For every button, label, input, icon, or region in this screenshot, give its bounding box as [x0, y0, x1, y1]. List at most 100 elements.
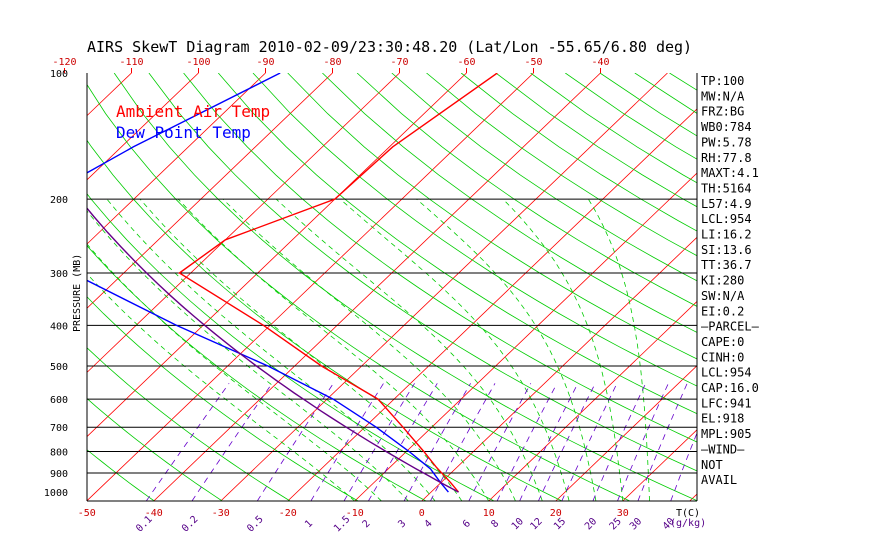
moist-adiabat-line: [106, 198, 436, 501]
mixing-ratio-line: [191, 383, 273, 501]
dry-adiabat-line: [87, 245, 427, 501]
stability-index-item: CAPE:0: [701, 335, 744, 349]
mixing-ratio-line: [617, 383, 669, 501]
mixing-ratio-line: [145, 383, 230, 501]
pressure-tick-label: 900: [50, 469, 68, 480]
stability-index-item: PW:5.78: [701, 135, 752, 149]
moist-adiabat-line: [588, 198, 650, 501]
stability-index-item: —WIND—: [701, 442, 745, 456]
mixing-ratio-tick-label: 30: [628, 516, 644, 532]
mixing-ratio-tick-label: 2: [361, 518, 373, 530]
pressure-tick-label: 600: [50, 395, 68, 406]
isotherm-line: [153, 73, 601, 501]
isotherm-line: [0, 73, 64, 501]
isotherm-line: [87, 73, 132, 117]
mixing-ratio-tick-label: 20: [583, 516, 599, 532]
stability-index-item: AVAIL: [701, 473, 737, 487]
isotherm-line: [220, 73, 668, 501]
sounding-series: [87, 73, 498, 493]
isotherm-line: [87, 73, 400, 373]
mixing-ratio-tick-label: 4: [423, 518, 435, 530]
stability-index-item: TH:5164: [701, 181, 752, 195]
isotherm-line: [757, 73, 870, 501]
isotherm-line: [87, 73, 534, 501]
isotherm-line: [354, 172, 697, 501]
mixing-ratio-tick-label: 10: [510, 516, 526, 532]
stability-index-item: KI:280: [701, 274, 744, 288]
bottom-temperature-axis: -50 -40 -30 -20 -10 0 10 20 30: [78, 508, 629, 519]
stability-index-item: SI:13.6: [701, 243, 752, 257]
moist-adiabats: [87, 198, 650, 501]
stability-index-item: CINH:0: [701, 350, 744, 364]
stability-index-item: MW:N/A: [701, 89, 745, 103]
mixing-ratio-tick-label: 12: [528, 516, 544, 532]
dry-adiabat-line: [843, 73, 870, 501]
mixing-ratio-tick-label: 0.5: [245, 514, 266, 535]
dry-adiabat-line: [113, 73, 697, 501]
isotherm-line: [87, 73, 266, 245]
mixing-ratio-line: [592, 383, 647, 501]
dry-adiabats: [87, 73, 870, 501]
moist-adiabat-line: [340, 198, 570, 501]
y-axis-label: PRESSURE (MB): [72, 254, 83, 332]
isotherm-line: [824, 73, 870, 501]
bottom-temperature-tick-label: -40: [145, 508, 163, 519]
stability-index-item: FRZ:BG: [701, 105, 744, 119]
stability-index-item: MAXT:4.1: [701, 166, 759, 180]
stability-index-item: MPL:905: [701, 427, 752, 441]
legend-dewpoint: Dew Point Temp: [116, 123, 251, 142]
pressure-tick-label: 100: [50, 69, 68, 80]
dry-adiabat-line: [87, 83, 630, 501]
top-temperature-axis: -120 -110 -100 -90 -80 -70 -60 -50 -40: [52, 57, 610, 73]
dry-adiabat-line: [460, 73, 697, 232]
stability-index-item: TP:100: [701, 74, 744, 88]
dry-adiabat-line: [87, 193, 495, 501]
stability-index-item: TT:36.7: [701, 258, 752, 272]
dewpoint-profile-line: [87, 73, 449, 493]
mixing-ratio-line: [538, 383, 596, 501]
stability-index-item: LI:16.2: [701, 228, 752, 242]
stability-index-item: WB0:784: [701, 120, 752, 134]
top-temperature-tick-label: -100: [186, 57, 210, 68]
top-temperature-tick-label: -60: [457, 57, 475, 68]
stability-index-item: LFC:941: [701, 396, 752, 410]
moist-adiabat-line: [222, 198, 516, 501]
mixing-ratio-line: [670, 431, 697, 501]
moist-adiabat-line: [416, 198, 597, 501]
stability-index-item: L57:4.9: [701, 197, 752, 211]
stability-index-item: EL:918: [701, 412, 744, 426]
pressure-tick-label: 700: [50, 423, 68, 434]
top-temperature-tick-label: -120: [52, 57, 76, 68]
dry-adiabat-line: [495, 73, 697, 208]
moist-adiabat-line: [87, 273, 355, 501]
moist-adiabat-line: [87, 210, 409, 501]
stability-index-item: LCL:954: [701, 212, 752, 226]
isotherm-line: [555, 365, 697, 501]
top-temperature-tick-label: -110: [119, 57, 143, 68]
stability-index-item: NOT: [701, 458, 723, 472]
mixing-ratio-tick-label: 3: [396, 518, 408, 530]
pressure-tick-label: 500: [50, 362, 68, 373]
bottom-temperature-tick-label: -50: [78, 508, 96, 519]
dry-adiabat-line: [426, 73, 697, 257]
temperature-profile-line: [178, 73, 498, 493]
top-temperature-tick-label: -90: [256, 57, 274, 68]
isotherm-line: [287, 108, 697, 501]
stability-index-item: SW:N/A: [701, 289, 745, 303]
mixing-ratio-tick-label: 1: [303, 518, 315, 530]
dry-adiabat-line: [739, 73, 870, 501]
dry-adiabat-line: [217, 73, 697, 415]
top-temperature-tick-label: -40: [591, 57, 609, 68]
pressure-tick-label: 200: [50, 195, 68, 206]
bottom-temperature-tick-label: 0: [419, 508, 425, 519]
isotherms: [0, 73, 870, 501]
moist-adiabat-line: [276, 198, 543, 501]
mixing-ratio-tick-label: 0.2: [180, 514, 201, 535]
stability-indices: TP:100MW:N/AFRZ:BGWB0:784PW:5.78RH:77.8M…: [701, 74, 760, 487]
dry-adiabat-line: [183, 73, 697, 443]
isotherm-line: [87, 73, 199, 181]
top-temperature-tick-label: -80: [323, 57, 341, 68]
dry-adiabat-line: [287, 73, 697, 360]
moist-adiabat-line: [87, 243, 382, 501]
